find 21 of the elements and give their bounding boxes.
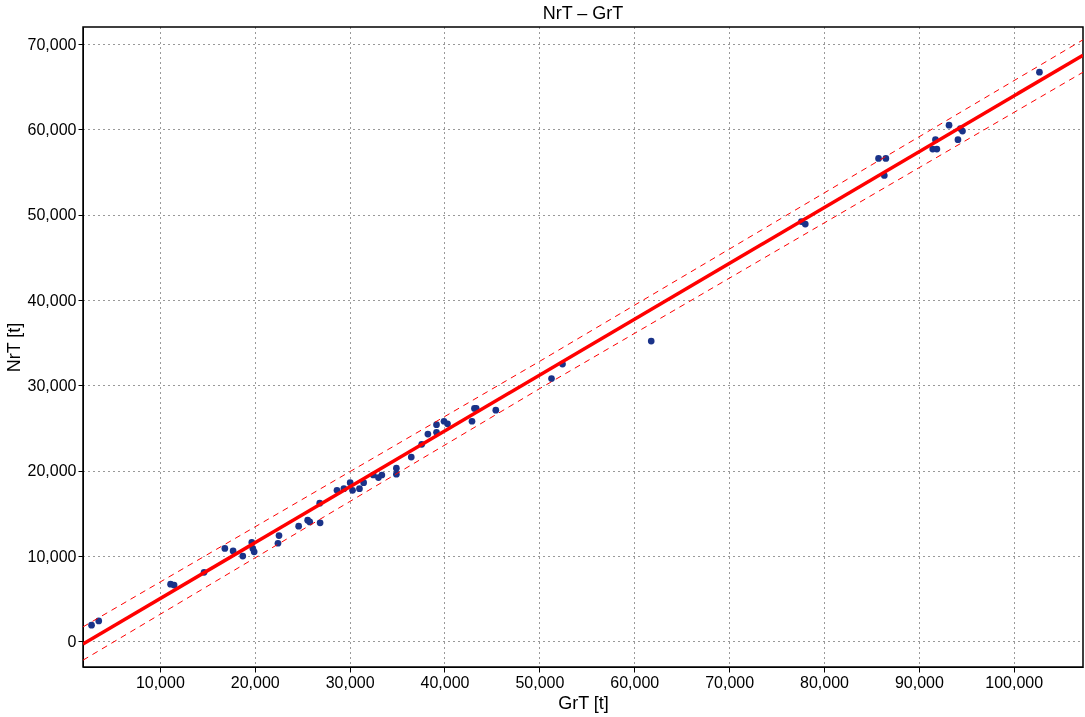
x-tick-label: 40,000 <box>420 673 470 691</box>
x-tick-label: 50,000 <box>515 673 565 691</box>
y-tick-label: 60,000 <box>27 120 77 138</box>
x-tick-label: 80,000 <box>800 673 850 691</box>
y-tick-label: 30,000 <box>27 376 77 394</box>
x-tick-label: 60,000 <box>610 673 660 691</box>
x-tick-label: 20,000 <box>230 673 280 691</box>
y-tick-label: 10,000 <box>27 547 77 565</box>
y-tick-label: 0 <box>67 632 77 650</box>
x-tick-label: 90,000 <box>894 673 944 691</box>
y-tick-label: 50,000 <box>27 206 77 224</box>
x-tick-label: 30,000 <box>325 673 375 691</box>
x-tick-label: 10,000 <box>135 673 185 691</box>
chart-title: NrT – GrT <box>542 3 624 23</box>
x-axis-title: GrT [t] <box>558 692 609 713</box>
y-tick-label: 40,000 <box>27 291 77 309</box>
y-tick-label: 20,000 <box>27 462 77 480</box>
y-axis-title: NrT [t] <box>3 322 24 373</box>
x-tick-label: 100,000 <box>985 673 1044 691</box>
x-tick-label: 70,000 <box>705 673 755 691</box>
y-tick-label: 70,000 <box>27 35 77 53</box>
